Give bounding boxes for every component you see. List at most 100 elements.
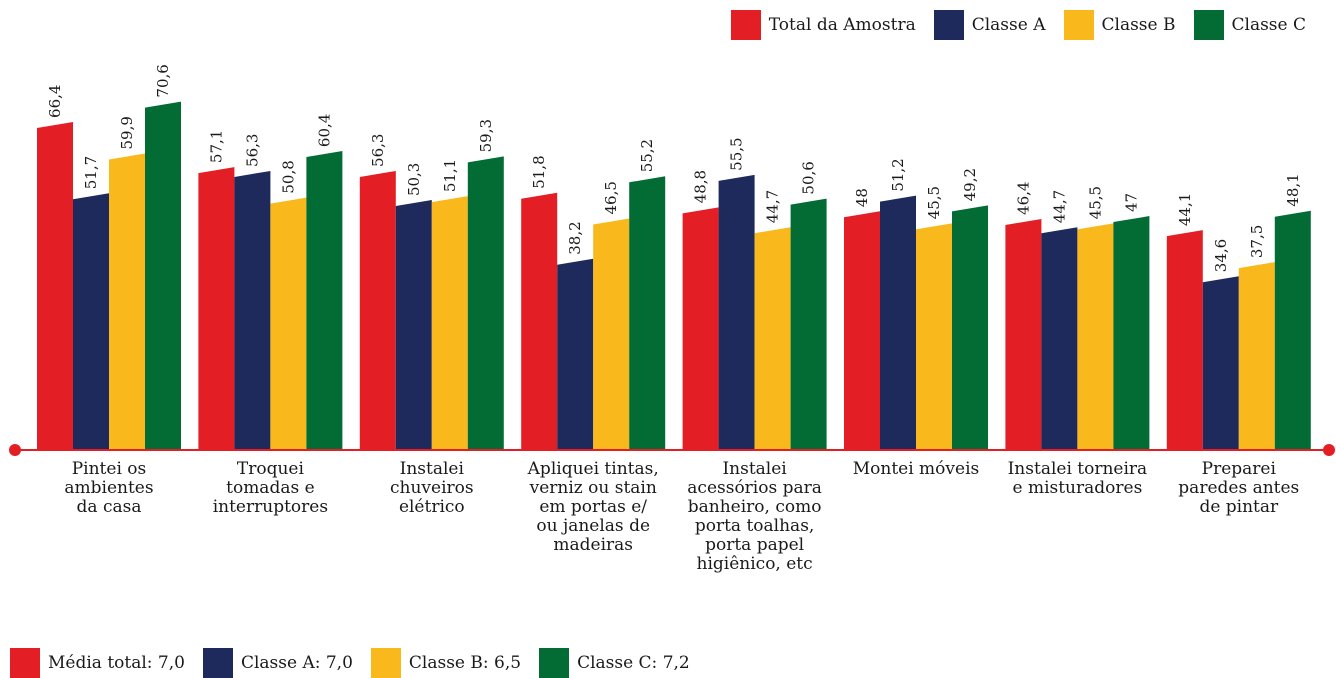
value-label-g2-s3: 50,8	[279, 160, 297, 193]
bar-g4-s4	[629, 176, 666, 450]
bar-g3-s2	[395, 200, 432, 450]
bar-g6-s2	[880, 195, 916, 450]
value-label-g6-s2: 51,2	[889, 158, 907, 191]
value-label-g6-s1: 48	[853, 188, 871, 207]
average-item-classe-a: Classe A: 7,0	[202, 648, 353, 678]
value-label-g7-s2: 44,7	[1050, 190, 1068, 223]
bar-g2-s1	[198, 167, 235, 450]
category-label-5: Instalei acessórios para banheiro, como por…	[687, 459, 822, 574]
value-label-g6-s4: 49,2	[961, 168, 979, 201]
value-label-g1-s4: 70,6	[154, 64, 172, 97]
legend-label-classe-b: Classe B	[1101, 15, 1176, 35]
value-label-g8-s1: 44,1	[1176, 193, 1194, 226]
legend-swatch-total	[730, 10, 761, 40]
value-label-g5-s1: 48,8	[692, 170, 710, 203]
legend-swatch-classe-b	[1063, 10, 1094, 40]
bar-g1-s1	[37, 121, 73, 451]
average-item-classe-b: Classe B: 6,5	[370, 648, 522, 678]
bar-g6-s3	[916, 223, 952, 450]
bar-g6-s4	[952, 205, 988, 450]
bar-g5-s4	[790, 198, 827, 450]
bar-g4-s3	[593, 218, 630, 450]
bar-g5-s3	[754, 227, 791, 450]
value-label-g2-s1: 57,1	[207, 130, 225, 163]
value-label-g5-s3: 44,7	[764, 190, 782, 223]
average-item-total: Média total: 7,0	[10, 648, 185, 678]
bar-g7-s4	[1113, 216, 1150, 450]
value-label-g7-s1: 46,4	[1014, 182, 1032, 215]
average-label-total: Média total: 7,0	[48, 653, 185, 673]
bar-g8-s2	[1202, 276, 1239, 450]
baseline-start-dot	[9, 444, 21, 456]
legend-item-total: Total da Amostra	[730, 10, 916, 40]
bar-g7-s3	[1077, 223, 1114, 450]
value-label-g4-s4: 55,2	[638, 139, 656, 172]
value-label-g2-s4: 60,4	[315, 114, 333, 147]
legend-top: Total da Amostra Classe A Classe B Class…	[713, 10, 1306, 40]
value-label-g3-s3: 51,1	[441, 159, 459, 192]
legend-bottom: Média total: 7,0 Classe A: 7,0 Classe B:…	[10, 648, 708, 678]
average-label-classe-c: Classe C: 7,2	[577, 653, 690, 673]
bar-g4-s1	[521, 192, 558, 450]
value-label-g5-s2: 55,5	[728, 137, 746, 170]
bar-g7-s2	[1041, 227, 1078, 450]
legend-label-classe-a: Classe A	[971, 15, 1046, 35]
bar-g5-s2	[718, 174, 755, 450]
value-label-g4-s1: 51,8	[530, 155, 548, 188]
bar-g8-s3	[1238, 262, 1275, 450]
value-label-g3-s1: 56,3	[369, 134, 387, 167]
legend-item-classe-b: Classe B	[1063, 10, 1176, 40]
value-label-g3-s4: 59,3	[477, 119, 495, 152]
legend-swatch-classe-c	[1193, 10, 1224, 40]
average-swatch-classe-b	[370, 648, 401, 678]
legend-label-total: Total da Amostra	[768, 15, 916, 35]
bar-g1-s2	[73, 193, 109, 450]
legend-label-classe-c: Classe C	[1231, 15, 1307, 35]
average-swatch-total	[10, 648, 40, 678]
value-label-g2-s2: 56,3	[243, 134, 261, 167]
category-label-2: Troquei tomadas e interruptores	[213, 459, 328, 517]
value-label-g7-s3: 45,5	[1086, 186, 1104, 219]
bar-g8-s4	[1274, 210, 1311, 450]
value-label-g1-s1: 66,4	[46, 85, 64, 118]
legend-swatch-classe-a	[933, 10, 964, 40]
bar-g6-s1	[844, 211, 880, 450]
bar-g5-s1	[682, 207, 719, 450]
bar-g3-s3	[431, 196, 468, 450]
value-label-g4-s3: 46,5	[602, 181, 620, 214]
average-label-classe-b: Classe B: 6,5	[408, 653, 522, 673]
legend-item-classe-c: Classe C	[1193, 10, 1307, 40]
category-label-6: Montei móveis	[853, 459, 980, 479]
average-swatch-classe-c	[539, 648, 570, 678]
value-label-g3-s2: 50,3	[405, 163, 423, 196]
bar-g7-s1	[1005, 218, 1042, 450]
category-label-8: Preparei paredes antes de pintar	[1178, 459, 1299, 517]
value-label-g8-s2: 34,6	[1212, 239, 1230, 272]
category-label-4: Apliquei tintas, verniz ou stain em portas…	[527, 459, 659, 555]
bars-group	[37, 101, 1311, 451]
bar-g1-s3	[109, 153, 145, 451]
x-axis	[9, 444, 1335, 456]
value-label-g5-s4: 50,6	[800, 161, 818, 194]
bar-g4-s2	[557, 258, 594, 450]
baseline-end-dot	[1323, 444, 1335, 456]
value-label-g1-s3: 59,9	[118, 116, 136, 149]
value-label-g1-s2: 51,7	[82, 156, 100, 189]
value-labels-group: 66,4 51,7 59,9 70,6 57,1 56,3 50,8 60,4 56,3 50,3…	[46, 64, 1302, 272]
bar-g2-s3	[270, 197, 307, 450]
bar-g8-s1	[1166, 230, 1203, 450]
category-label-7: Instalei torneira e misturadores	[1008, 459, 1148, 498]
bar-g2-s4	[306, 151, 343, 450]
category-label-3: Instalei chuveiros elétrico	[390, 459, 474, 517]
legend-item-classe-a: Classe A	[933, 10, 1046, 40]
bar-g2-s2	[234, 170, 271, 450]
average-swatch-classe-a	[202, 648, 233, 678]
category-labels-group: Pintei os ambientes da casa Troquei tomadas …	[64, 459, 1299, 574]
category-label-1: Pintei os ambientes da casa	[64, 459, 153, 517]
average-item-classe-c: Classe C: 7,2	[539, 648, 690, 678]
bar-g1-s4	[145, 101, 181, 450]
average-label-classe-a: Classe A: 7,0	[240, 653, 353, 673]
bar-g3-s4	[467, 156, 504, 450]
value-label-g8-s3: 37,5	[1248, 225, 1266, 258]
value-label-g4-s2: 38,2	[566, 221, 584, 254]
